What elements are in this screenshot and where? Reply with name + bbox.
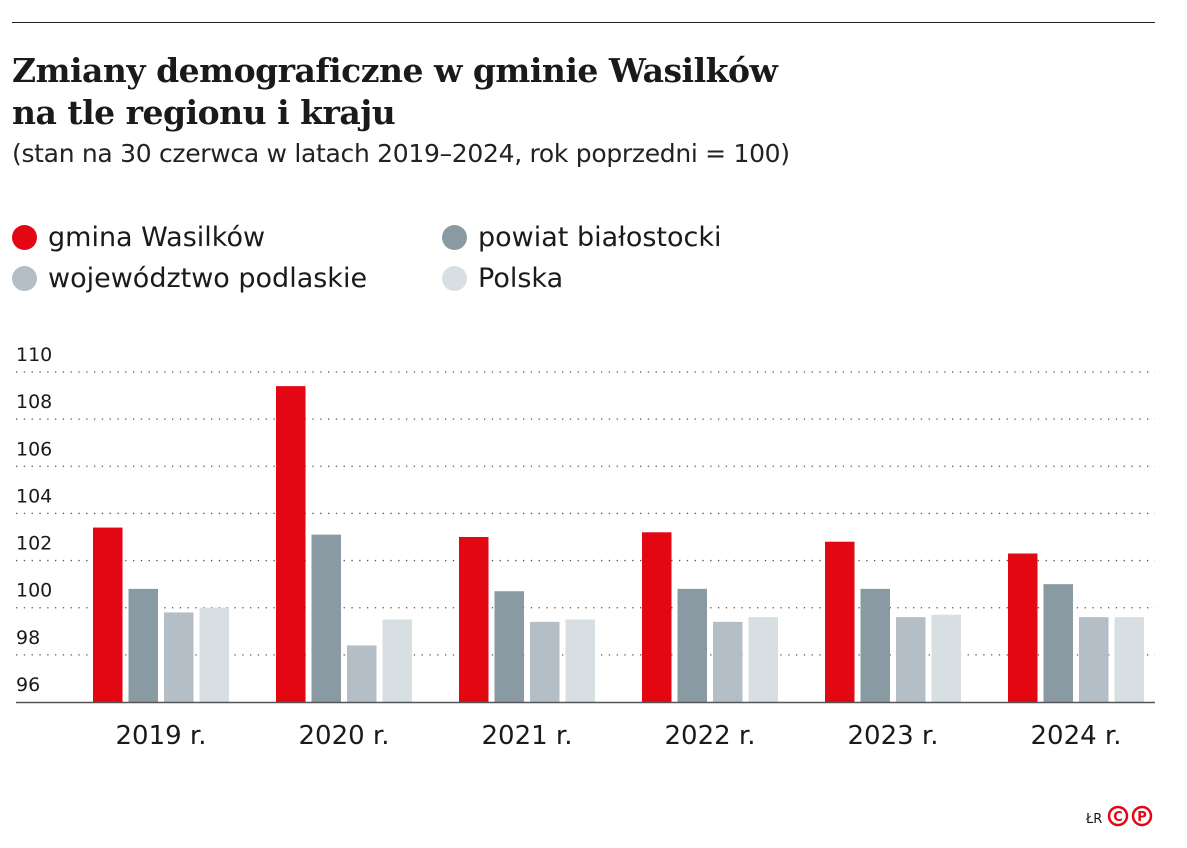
bar-0-5: [1008, 553, 1038, 702]
bar-3-4: [931, 614, 961, 702]
chart-title: Zmiany demograficzne w gminie Wasilków n…: [12, 50, 778, 134]
y-tick-label: 102: [16, 533, 52, 555]
bar-2-1: [347, 645, 377, 702]
bar-0-4: [825, 541, 855, 702]
x-tick-label: 2023 r.: [848, 721, 939, 751]
bar-0-1: [276, 386, 306, 702]
legend-swatch: [442, 266, 467, 291]
bar-2-0: [164, 612, 194, 702]
bar-3-1: [382, 619, 412, 702]
bar-0-3: [642, 532, 672, 702]
legend-swatch: [12, 225, 37, 250]
bar-3-3: [748, 617, 778, 702]
legend-label: województwo podlaskie: [48, 263, 368, 294]
legend-item-powiat: powiat białostocki: [442, 222, 722, 253]
bar-1-0: [128, 588, 158, 702]
x-tick-label: 2022 r.: [665, 721, 756, 751]
legend-item-polska: Polska: [442, 263, 563, 294]
legend-label: Polska: [478, 263, 564, 294]
y-tick-label: 98: [16, 627, 40, 649]
legend-item-wojewodztwo: województwo podlaskie: [12, 263, 367, 294]
y-tick-label: 106: [16, 438, 52, 460]
y-tick-label: 110: [16, 344, 52, 366]
title-line-2: na tle regionu i kraju: [12, 93, 396, 132]
bar-2-2: [530, 621, 560, 702]
legend-swatch: [12, 266, 37, 291]
top-rule: [12, 22, 1155, 23]
bar-3-5: [1114, 617, 1144, 702]
x-tick-label: 2019 r.: [116, 721, 207, 751]
x-tick-label: 2021 r.: [482, 721, 573, 751]
legend-label: gmina Wasilków: [48, 222, 266, 253]
title-line-1: Zmiany demograficzne w gminie Wasilków: [12, 51, 778, 90]
bar-1-1: [311, 534, 341, 702]
bar-3-2: [565, 619, 595, 702]
legend-swatch: [442, 225, 467, 250]
legend-label: powiat białostocki: [478, 222, 722, 253]
bar-1-3: [677, 588, 707, 702]
bar-1-5: [1043, 584, 1073, 702]
bar-1-2: [494, 591, 524, 702]
bar-3-0: [199, 607, 229, 702]
y-tick-label: 108: [16, 391, 52, 413]
x-tick-label: 2020 r.: [299, 721, 390, 751]
bar-2-5: [1079, 617, 1109, 702]
y-tick-label: 100: [16, 580, 52, 602]
bar-2-3: [713, 621, 743, 702]
bar-0-0: [93, 527, 123, 702]
y-tick-label: 104: [16, 485, 52, 507]
x-tick-label: 2024 r.: [1031, 721, 1122, 751]
bar-2-4: [896, 617, 926, 702]
y-tick-label: 96: [16, 674, 40, 696]
bar-0-2: [459, 537, 489, 702]
chart-subtitle: (stan na 30 czerwca w latach 2019–2024, …: [12, 139, 790, 168]
author-credit: ŁR: [1086, 812, 1103, 827]
legend-item-gmina: gmina Wasilków: [12, 222, 265, 253]
bar-1-4: [860, 588, 890, 702]
